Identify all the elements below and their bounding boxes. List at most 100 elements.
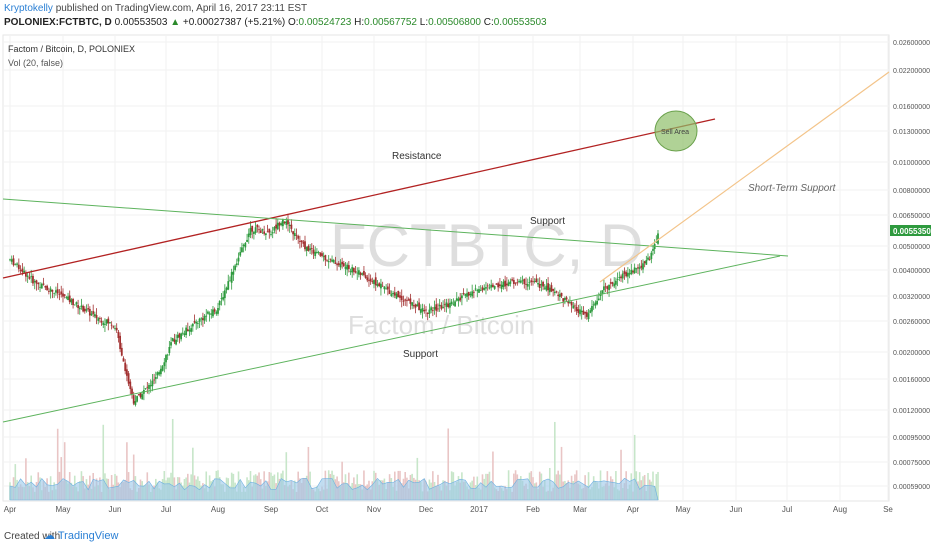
candle-body bbox=[464, 293, 467, 296]
price-axis[interactable]: 0.02600000 0.02200000 0.01600000 0.01300000… bbox=[893, 40, 930, 491]
candle-body bbox=[580, 310, 583, 313]
trend-lines bbox=[2, 71, 890, 423]
tradingview-logo[interactable]: ☁ TradingView bbox=[44, 529, 118, 542]
candle-body bbox=[378, 283, 381, 287]
candle-body bbox=[567, 301, 570, 304]
candle-body bbox=[44, 285, 47, 288]
volume-bar bbox=[356, 474, 359, 500]
lower-support-line[interactable] bbox=[2, 255, 781, 423]
candle-body bbox=[60, 291, 63, 295]
candle-body bbox=[555, 291, 558, 293]
short-term-support-line[interactable] bbox=[599, 71, 890, 283]
candle-body bbox=[428, 309, 431, 314]
candle-body bbox=[220, 297, 223, 299]
candle-body bbox=[146, 386, 149, 388]
candle-body bbox=[630, 269, 633, 274]
candle-body bbox=[596, 300, 598, 305]
candle-body bbox=[222, 297, 225, 300]
candle-body bbox=[599, 293, 602, 296]
candle-body bbox=[229, 280, 231, 282]
candle-body bbox=[136, 396, 138, 402]
candle-body bbox=[280, 223, 283, 226]
low-label: L: bbox=[419, 17, 429, 28]
x-tick-label: Jul bbox=[161, 505, 171, 514]
volume-bar bbox=[341, 461, 343, 500]
x-tick-label: Feb bbox=[526, 505, 540, 514]
candle-body bbox=[270, 234, 272, 235]
volume-bar bbox=[620, 449, 622, 500]
volume-bar bbox=[102, 424, 105, 500]
candle-body bbox=[239, 251, 242, 256]
candle-body bbox=[124, 362, 127, 372]
candle-body bbox=[58, 293, 61, 295]
candle-body bbox=[230, 272, 233, 283]
candle-body bbox=[183, 333, 186, 336]
candle-body bbox=[88, 308, 91, 316]
candle-body bbox=[390, 293, 393, 297]
candle-body bbox=[650, 252, 653, 260]
candle-body bbox=[82, 306, 85, 312]
volume-bar bbox=[655, 474, 658, 500]
x-tick-label: Oct bbox=[316, 505, 329, 514]
x-tick-label: Jul bbox=[782, 505, 792, 514]
candle-body bbox=[93, 314, 96, 317]
candle-body bbox=[217, 307, 219, 314]
candle-body bbox=[579, 309, 581, 315]
candle-body bbox=[591, 306, 593, 312]
candle-body bbox=[407, 299, 410, 301]
candle-body bbox=[282, 219, 284, 227]
candle-body bbox=[358, 270, 360, 275]
candle-body bbox=[70, 299, 73, 303]
candle-body bbox=[170, 342, 172, 346]
author-link[interactable]: Kryptokelly bbox=[4, 3, 53, 14]
candle-body bbox=[166, 354, 169, 356]
x-tick-label: Jun bbox=[109, 505, 122, 514]
candle-body bbox=[160, 368, 162, 375]
upper-support-line[interactable] bbox=[2, 198, 789, 257]
y-tick-label: 0.00095000 bbox=[893, 435, 930, 442]
candle-body bbox=[371, 281, 374, 283]
candle-body bbox=[178, 333, 181, 338]
current-price-bg bbox=[890, 225, 931, 236]
candle-body bbox=[332, 260, 335, 263]
volume-bar bbox=[25, 458, 27, 500]
candle-body bbox=[77, 305, 79, 308]
resistance-line[interactable] bbox=[2, 118, 716, 279]
candle-body bbox=[122, 358, 125, 362]
sell-area-marker[interactable] bbox=[654, 110, 698, 152]
volume-bar bbox=[447, 428, 450, 500]
price-chart[interactable]: FCTBTC, D Factom / Bitcoin Resistance Su… bbox=[0, 34, 932, 524]
candle-body bbox=[329, 258, 332, 260]
candle-body bbox=[594, 302, 597, 306]
candle-body bbox=[132, 395, 135, 404]
candle-body bbox=[264, 233, 267, 236]
candle-body bbox=[423, 309, 426, 312]
candle-body bbox=[488, 287, 491, 289]
candle-body bbox=[30, 276, 33, 278]
candle-body bbox=[297, 235, 300, 239]
candle-body bbox=[592, 304, 595, 306]
candle-body bbox=[380, 283, 382, 289]
chart-title: Factom / Bitcoin, D, POLONIEX bbox=[8, 44, 135, 54]
candle-body bbox=[73, 304, 76, 306]
time-axis[interactable]: Apr May Jun Jul Aug Sep Oct Nov Dec 2017 Feb Mar Apr… bbox=[4, 505, 894, 514]
candle-body bbox=[521, 280, 524, 282]
candle-body bbox=[368, 279, 370, 281]
high-value: 0.00567752 bbox=[364, 17, 417, 28]
candle-body bbox=[476, 290, 479, 292]
y-tick-label: 0.00500000 bbox=[893, 244, 930, 251]
candle-body bbox=[139, 392, 142, 398]
candle-body bbox=[314, 251, 317, 256]
candle-body bbox=[392, 293, 394, 295]
candle-body bbox=[288, 224, 291, 226]
candle-body bbox=[500, 284, 503, 289]
candle-body bbox=[78, 307, 81, 310]
candle-body bbox=[652, 249, 654, 251]
candle-body bbox=[638, 267, 641, 269]
volume-bar bbox=[587, 472, 590, 500]
candle-body bbox=[254, 227, 257, 233]
candle-body bbox=[266, 231, 269, 233]
candle-body bbox=[149, 385, 152, 387]
candle-body bbox=[519, 280, 522, 283]
candle-body bbox=[608, 284, 610, 291]
